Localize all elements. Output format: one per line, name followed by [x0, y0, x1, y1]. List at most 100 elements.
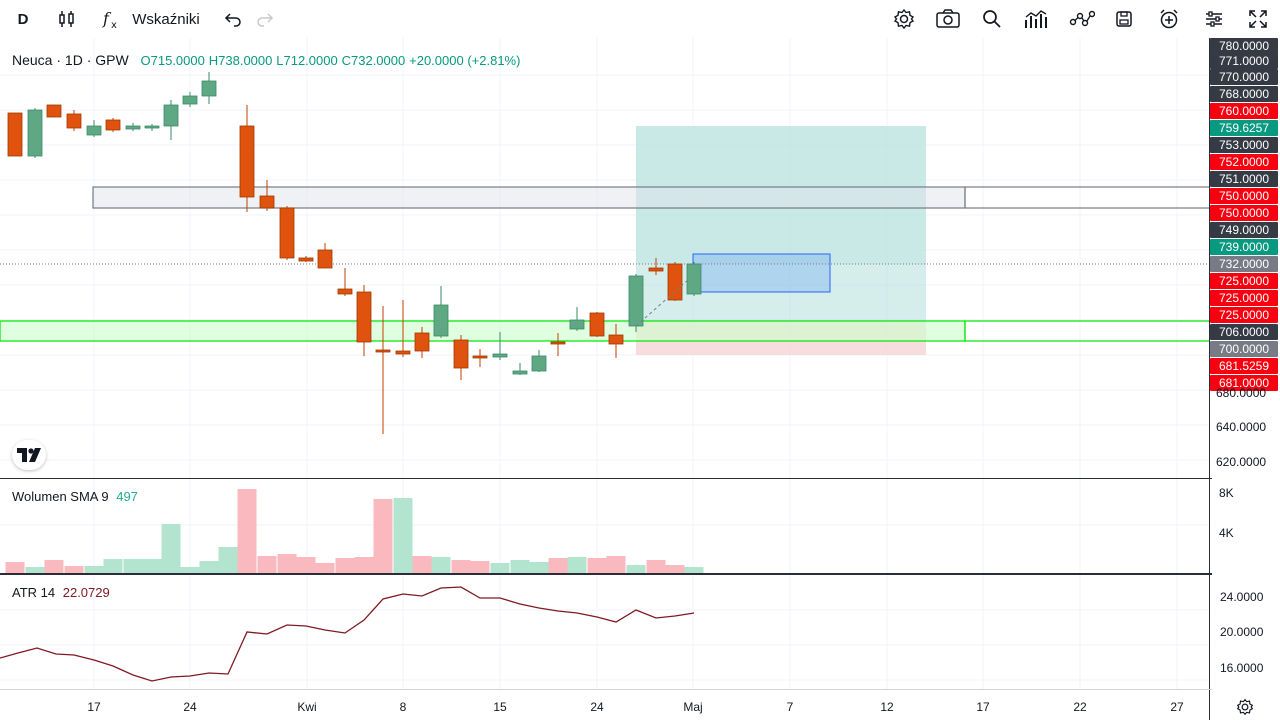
pane-separator-volume[interactable]: [0, 478, 1212, 479]
interval-button[interactable]: D: [17, 10, 29, 28]
time-label: 12: [880, 700, 894, 714]
layout-icon[interactable]: [1200, 0, 1228, 38]
candle: [550, 333, 566, 356]
search-icon[interactable]: [978, 0, 1006, 38]
undo-icon[interactable]: [220, 0, 246, 38]
candle: [279, 206, 295, 260]
pane-separator-atr[interactable]: [0, 573, 1212, 574]
candle: [86, 120, 102, 137]
candle: [337, 268, 353, 296]
save-icon[interactable]: [1110, 0, 1138, 38]
volume-bar: [123, 559, 143, 573]
ohlc-close: C732.0000: [341, 53, 406, 68]
price-chart-canvas[interactable]: [0, 38, 1210, 720]
price-label: 706.0000: [1210, 324, 1278, 340]
settings-icon[interactable]: [890, 0, 918, 38]
symbol-interval: 1D: [64, 52, 83, 68]
candle: [356, 285, 372, 356]
candle: [105, 118, 121, 132]
bar-style-icon[interactable]: [52, 0, 82, 38]
ohlc-open: O715.0000: [140, 53, 205, 68]
pane-separator-atr-2: [0, 574, 1212, 575]
time-label: 7: [786, 700, 794, 714]
candle: [239, 105, 255, 212]
atr-line: [0, 586, 695, 682]
indicators-button[interactable]: Wskaźniki: [132, 10, 200, 28]
camera-icon[interactable]: [932, 0, 964, 38]
fullscreen-icon[interactable]: [1244, 0, 1272, 38]
symbol-name[interactable]: Neuca: [12, 52, 53, 68]
time-label: 8: [399, 700, 407, 714]
price-label: 749.0000: [1210, 222, 1278, 238]
volume-bar: [646, 560, 666, 573]
volume-bar: [490, 563, 510, 573]
volume-bar: [470, 561, 490, 573]
price-label: 780.0000: [1210, 38, 1278, 54]
candle: [686, 262, 702, 296]
resistance-rectangle-ext: [964, 186, 1210, 209]
volume-bar: [84, 566, 104, 573]
candle: [182, 92, 198, 107]
tradingview-logo[interactable]: [12, 440, 46, 470]
volume-bar: [296, 557, 316, 573]
price-label: 760.0000: [1210, 103, 1278, 119]
symbol-legend[interactable]: Neuca · 1D · GPW O715.0000 H738.0000 L71…: [12, 52, 521, 68]
candle: [472, 349, 488, 367]
price-label: 752.0000: [1210, 154, 1278, 170]
candle: [375, 306, 391, 434]
volume-tick: 8K: [1219, 486, 1234, 500]
price-tick: 680.0000: [1216, 386, 1267, 400]
candle: [453, 335, 469, 380]
candle: [414, 327, 430, 358]
time-label: 24: [183, 700, 197, 714]
support-rectangle: [0, 320, 966, 342]
redo-icon[interactable]: [252, 0, 278, 38]
candle: [569, 307, 585, 331]
alert-add-icon[interactable]: [1154, 0, 1184, 38]
atr-legend[interactable]: ATR 14 22.0729: [12, 585, 110, 600]
candle: [433, 286, 449, 338]
price-label: 771.0000: [1210, 53, 1278, 69]
svg-text:f: f: [102, 9, 112, 28]
compare-icon[interactable]: [1066, 0, 1098, 38]
volume-legend[interactable]: Wolumen SMA 9 497: [12, 489, 138, 504]
volume-bar: [451, 560, 471, 573]
time-label: 17: [976, 700, 990, 714]
chart-type-icon[interactable]: [1020, 0, 1052, 38]
candle: [46, 104, 62, 118]
volume-label: Wolumen SMA 9: [12, 489, 109, 504]
ohlc-change: +20.0000 (+2.81%): [409, 53, 521, 68]
volume-bar: [335, 558, 355, 573]
volume-bar: [103, 559, 123, 573]
atr-label: ATR 14: [12, 585, 56, 600]
support-rectangle-ext: [964, 320, 1210, 342]
volume-bar: [142, 559, 162, 573]
candle: [589, 312, 605, 337]
time-label: 24: [590, 700, 604, 714]
atr-tick: 20.0000: [1220, 625, 1264, 639]
volume-bar: [44, 560, 64, 573]
volume-bar: [373, 499, 393, 573]
candle: [259, 180, 275, 211]
volume-bar: [510, 560, 530, 573]
candle: [531, 350, 547, 372]
price-label: 725.0000: [1210, 273, 1278, 289]
candle: [27, 108, 43, 158]
volume-bar: [199, 561, 219, 573]
volume-bar: [354, 557, 374, 573]
volume-bar: [529, 562, 549, 573]
time-label: 27: [1170, 700, 1184, 714]
price-label: 770.0000: [1210, 69, 1278, 85]
ohlc-high: H738.0000: [208, 53, 273, 68]
axis-settings-icon[interactable]: [1234, 696, 1256, 718]
candle: [7, 112, 23, 157]
price-label: 753.0000: [1210, 137, 1278, 153]
price-label: 725.0000: [1210, 290, 1278, 306]
atr-tick: 16.0000: [1220, 661, 1264, 675]
time-label: Kwi: [297, 700, 317, 714]
resistance-rectangle: [92, 186, 966, 209]
candle: [317, 243, 333, 269]
time-axis-top-border: [0, 689, 1212, 690]
symbol-exchange: GPW: [95, 52, 129, 68]
